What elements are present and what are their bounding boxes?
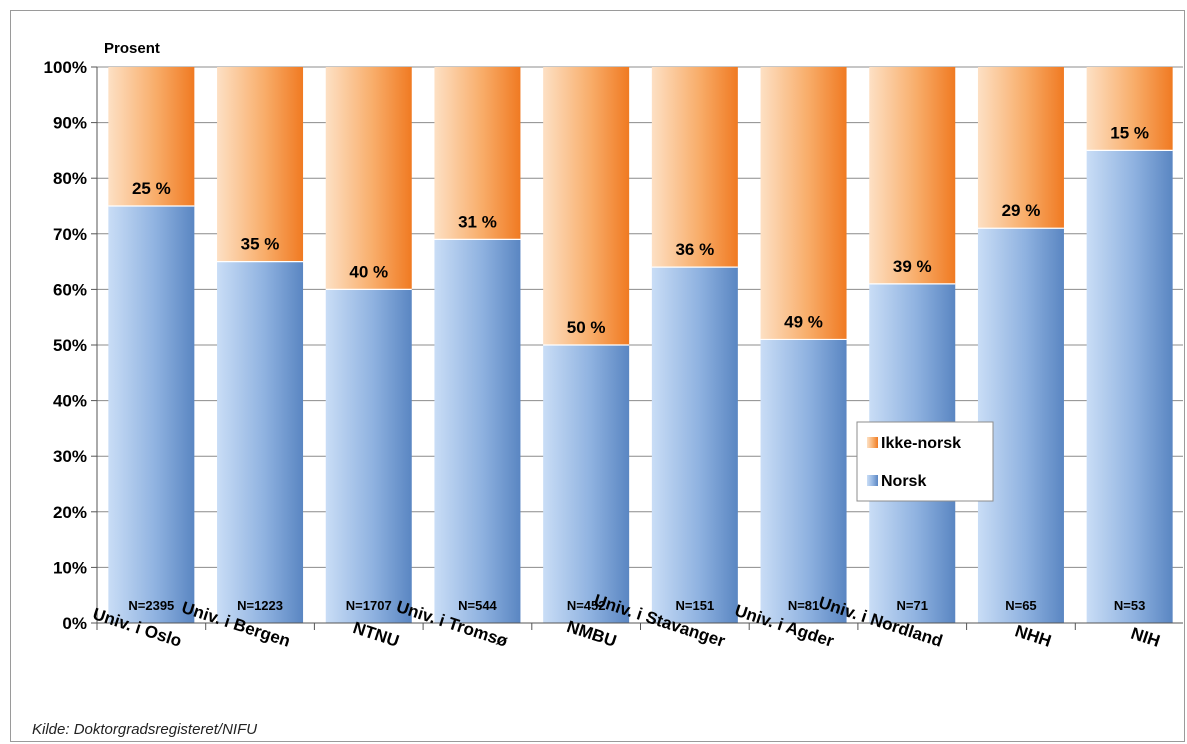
data-label-ikke-norsk: 36 % <box>675 240 714 259</box>
bar-ikke-norsk <box>108 67 195 206</box>
bar-norsk <box>108 206 195 623</box>
data-label-ikke-norsk: 31 % <box>458 212 497 231</box>
y-tick-label: 40% <box>53 392 87 411</box>
bar-norsk <box>543 345 630 623</box>
n-label: N=81 <box>788 598 819 613</box>
y-tick-label: 50% <box>53 336 87 355</box>
y-tick-label: 20% <box>53 503 87 522</box>
bar-ikke-norsk <box>977 67 1064 229</box>
bar-ikke-norsk <box>869 67 956 284</box>
data-label-ikke-norsk: 39 % <box>893 257 932 276</box>
data-label-ikke-norsk: 50 % <box>567 318 606 337</box>
bar-ikke-norsk <box>1086 67 1173 151</box>
bar-norsk <box>760 339 847 623</box>
n-label: N=1223 <box>237 598 283 613</box>
bar-ikke-norsk <box>651 67 738 268</box>
bar-norsk <box>325 289 412 623</box>
y-tick-label: 70% <box>53 225 87 244</box>
y-tick-label: 100% <box>44 58 87 77</box>
n-label: N=71 <box>897 598 928 613</box>
n-label: N=452 <box>567 598 606 613</box>
y-tick-label: 60% <box>53 280 87 299</box>
x-tick-label: NIH <box>1129 624 1163 651</box>
legend-box <box>856 421 994 502</box>
data-label-ikke-norsk: 15 % <box>1110 123 1149 142</box>
bar-norsk <box>1086 150 1173 623</box>
n-label: N=65 <box>1005 598 1036 613</box>
x-tick-label: NHH <box>1013 621 1054 650</box>
source-note: Kilde: Doktorgradsregisteret/NIFU <box>32 721 257 738</box>
legend-label-norsk: Norsk <box>881 473 926 490</box>
data-label-ikke-norsk: 49 % <box>784 312 823 331</box>
legend-label-ikke-norsk: Ikke-norsk <box>881 435 961 452</box>
legend: Ikke-norsk Norsk <box>856 421 994 502</box>
y-axis: 0% 10% 20% 30% 40% 50% 60% 70% 80% 90% 100% <box>44 58 98 633</box>
n-label: N=544 <box>458 598 497 613</box>
bar-norsk <box>217 261 304 623</box>
bar-ikke-norsk <box>217 67 304 262</box>
y-tick-label: 80% <box>53 169 87 188</box>
y-tick-label: 90% <box>53 114 87 133</box>
y-tick-label: 10% <box>53 558 87 577</box>
bar-norsk <box>651 267 738 623</box>
bar-ikke-norsk <box>325 67 412 290</box>
bars: 25 % N=2395 35 % N=1223 40 % N=1707 31 % N=544 5… <box>108 67 1173 624</box>
data-label-ikke-norsk: 35 % <box>241 235 280 254</box>
n-label: N=53 <box>1114 598 1145 613</box>
legend-swatch-norsk <box>867 475 878 486</box>
data-label-ikke-norsk: 29 % <box>1002 201 1041 220</box>
n-label: N=1707 <box>346 598 392 613</box>
data-label-ikke-norsk: 25 % <box>132 179 171 198</box>
n-label: N=151 <box>676 598 715 613</box>
y-tick-label: 30% <box>53 447 87 466</box>
bar-ikke-norsk <box>543 67 630 345</box>
data-label-ikke-norsk: 40 % <box>349 262 388 281</box>
bar-ikke-norsk <box>760 67 847 340</box>
y-axis-label: Prosent <box>104 40 160 57</box>
n-label: N=2395 <box>128 598 174 613</box>
legend-swatch-ikke-norsk <box>867 437 878 448</box>
bar-norsk <box>434 239 521 624</box>
y-tick-label: 0% <box>62 614 87 633</box>
bar-ikke-norsk <box>434 67 521 240</box>
